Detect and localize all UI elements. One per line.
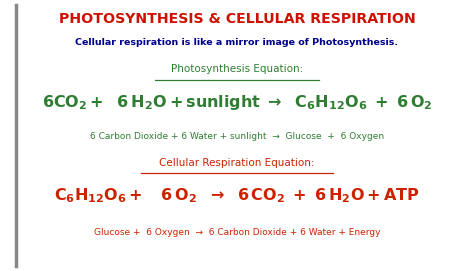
Text: PHOTOSYNTHESIS & CELLULAR RESPIRATION: PHOTOSYNTHESIS & CELLULAR RESPIRATION — [59, 12, 415, 26]
Text: Photosynthesis Equation:: Photosynthesis Equation: — [171, 64, 303, 74]
Text: Cellular Respiration Equation:: Cellular Respiration Equation: — [159, 158, 315, 168]
Text: $\mathbf{6CO_2 +\ \ 6\,H_2O + sunlight\ \rightarrow\ \ C_6H_{12}O_6\ +\ 6\,O_2}$: $\mathbf{6CO_2 +\ \ 6\,H_2O + sunlight\ … — [42, 93, 432, 112]
Text: Glucose +  6 Oxygen  →  6 Carbon Dioxide + 6 Water + Energy: Glucose + 6 Oxygen → 6 Carbon Dioxide + … — [94, 228, 380, 237]
Text: $\mathbf{C_6H_{12}O_6 +\ \ \ 6\,O_2\ \ \rightarrow\ \ 6\,CO_2\ +\ 6\,H_2O + ATP}: $\mathbf{C_6H_{12}O_6 +\ \ \ 6\,O_2\ \ \… — [54, 186, 420, 205]
Text: Cellular respiration is like a mirror image of Photosynthesis.: Cellular respiration is like a mirror im… — [75, 38, 399, 47]
Text: 6 Carbon Dioxide + 6 Water + sunlight  →  Glucose  +  6 Oxygen: 6 Carbon Dioxide + 6 Water + sunlight → … — [90, 132, 384, 141]
